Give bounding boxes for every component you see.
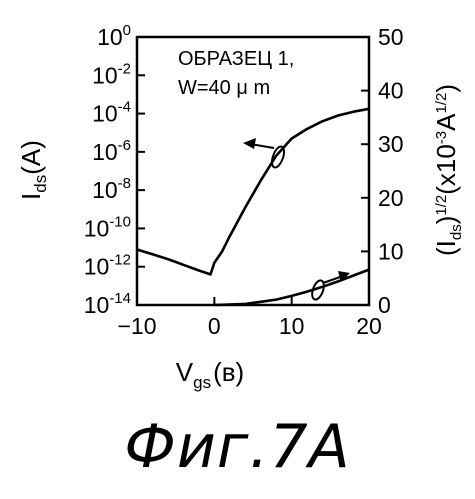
series-line-ids — [137, 109, 369, 275]
x-tick-label: 10 — [279, 313, 305, 339]
chart: −1001020 10010-210-410-610-810-1010-1210… — [0, 0, 475, 420]
y-right-tick-label: 10 — [378, 238, 404, 264]
y-left-axis-title: Ids(A) — [16, 140, 50, 200]
y-right-tick-label: 40 — [378, 78, 404, 104]
series-layer — [137, 109, 369, 305]
x-tick-label: 0 — [208, 313, 221, 339]
y-right-tick-label: 20 — [378, 185, 404, 211]
figure-caption: Фиг.7A — [0, 412, 475, 482]
y-right-tick-label: 30 — [378, 131, 404, 157]
y-left-tick-label: 100 — [97, 22, 131, 50]
annotation-sample: ОБРАЗЕЦ 1, — [178, 48, 294, 70]
series-marker-right — [310, 271, 350, 301]
x-axis-title: Vgs(в) — [176, 357, 244, 392]
y-left-tick-label: 10-6 — [92, 137, 131, 165]
y-left-tick-label: 10-8 — [92, 175, 131, 203]
y-right-tick-label: 50 — [378, 24, 404, 50]
x-tick-label: −10 — [117, 313, 156, 339]
y-left-tick-label: 10-10 — [84, 213, 131, 241]
annotation-width: W=40 μ m — [178, 77, 270, 99]
y-right-ticks: 50 40 30 20 10 0 — [361, 24, 404, 318]
series-marker-left — [243, 138, 286, 169]
y-left-tick-label: 10-4 — [92, 99, 131, 127]
y-left-tick-label: 10-12 — [84, 252, 131, 280]
y-right-axis-title: (Ids)1/2(x10-3A1/2) — [431, 84, 465, 256]
y-left-tick-label: 10-2 — [92, 60, 131, 88]
y-right-tick-label: 0 — [378, 292, 391, 318]
